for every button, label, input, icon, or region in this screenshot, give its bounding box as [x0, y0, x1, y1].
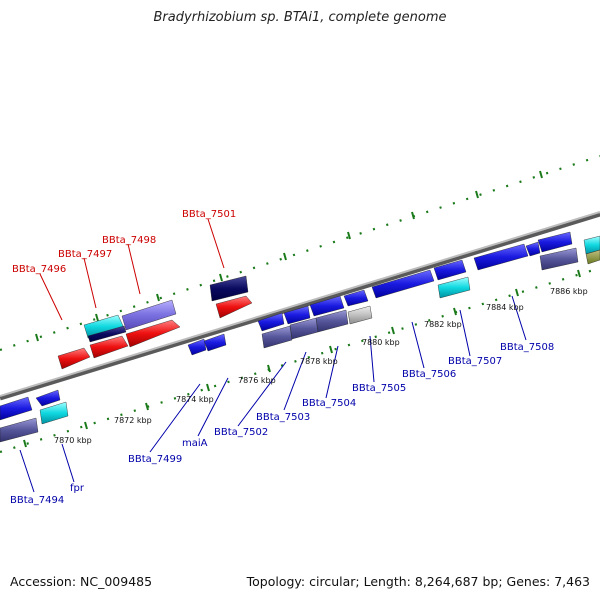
bottom-leaders	[19, 295, 527, 493]
forward-genes	[0, 275, 253, 421]
gene-label-bbta-7497[interactable]: BBta_7497	[58, 249, 112, 260]
kbp-label: 7886 kbp	[550, 287, 588, 296]
gene-left-blue-1[interactable]	[0, 396, 33, 421]
gene-s3[interactable]	[315, 309, 349, 333]
gene-label-bbta-7505[interactable]: BBta_7505	[352, 383, 406, 394]
kbp-label: 7874 kbp	[176, 395, 214, 404]
gene-bbta-7503[interactable]	[283, 305, 311, 325]
gene-label-bbta-7502[interactable]: BBta_7502	[214, 427, 268, 438]
map-title: Bradyrhizobium sp. BTAi1, complete genom…	[153, 10, 447, 25]
reverse-genes	[0, 247, 600, 443]
gene-bbta-7502[interactable]	[257, 312, 285, 332]
scale-labels: 7870 kbp 7872 kbp 7874 kbp 7876 kbp 7878…	[54, 287, 588, 445]
backbone-genes	[187, 231, 600, 356]
gene-bbta-7504[interactable]	[309, 295, 345, 317]
gene-slate-r[interactable]	[539, 247, 579, 271]
gene-cyan-r[interactable]	[437, 276, 471, 299]
gene-gray[interactable]	[347, 305, 373, 325]
gene-b2[interactable]	[203, 333, 227, 352]
genome-info-text: Topology: circular; Length: 8,264,687 bp…	[246, 574, 590, 589]
gene-bbta-7497c[interactable]	[87, 325, 127, 343]
genome-backbone	[0, 211, 600, 401]
gene-b1[interactable]	[187, 338, 207, 356]
kbp-label: 7884 kbp	[486, 303, 524, 312]
kbp-label: 7872 kbp	[114, 416, 152, 425]
accession-text: Accession: NC_009485	[10, 574, 153, 589]
gene-olive-r[interactable]	[585, 249, 600, 265]
gene-r2[interactable]	[537, 231, 573, 253]
gene-label-bbta-7503[interactable]: BBta_7503	[256, 412, 310, 423]
gene-label-bbta-7499[interactable]: BBta_7499	[128, 454, 182, 465]
gene-bbta-7506[interactable]	[371, 269, 435, 299]
gene-left-blue-2[interactable]	[35, 389, 61, 407]
gene-label-bbta-7501[interactable]: BBta_7501	[182, 209, 236, 220]
kbp-label: 7870 kbp	[54, 436, 92, 445]
gene-r1[interactable]	[525, 241, 541, 257]
kbp-label: 7882 kbp	[424, 320, 462, 329]
top-gene-labels: BBta_7496 BBta_7497 BBta_7498 BBta_7501	[12, 209, 236, 275]
gene-label-bbta-7494[interactable]: BBta_7494	[10, 495, 64, 506]
gene-bbta-7496[interactable]	[57, 347, 91, 370]
gene-bbta-7498b[interactable]	[125, 319, 181, 348]
kbp-label: 7880 kbp	[362, 338, 400, 347]
kbp-label: 7878 kbp	[300, 357, 338, 366]
gene-r3[interactable]	[583, 235, 600, 255]
major-ticks	[23, 170, 581, 448]
gene-bbta-7497[interactable]	[89, 335, 129, 359]
kbp-label: 7876 kbp	[238, 376, 276, 385]
gene-bbta-7498a[interactable]	[121, 299, 177, 331]
gene-s1[interactable]	[261, 325, 293, 349]
gene-label-bbta-7506[interactable]: BBta_7506	[402, 369, 456, 380]
gene-bbta-7494[interactable]	[0, 417, 39, 443]
gene-label-fpr[interactable]: fpr	[70, 483, 85, 494]
gene-label-bbta-7496[interactable]: BBta_7496	[12, 264, 66, 275]
gene-fpr[interactable]	[39, 401, 69, 425]
gene-bbta-7507[interactable]	[433, 259, 467, 281]
gene-label-bbta-7504[interactable]: BBta_7504	[302, 398, 356, 409]
gene-label-bbta-7498[interactable]: BBta_7498	[102, 235, 156, 246]
top-leaders	[39, 218, 225, 321]
bottom-gene-labels: BBta_7494 fpr BBta_7499 maiA BBta_7502 B…	[10, 342, 554, 506]
gene-bbta-7501b[interactable]	[215, 295, 253, 319]
gene-label-bbta-7508[interactable]: BBta_7508	[500, 342, 554, 353]
gene-label-maia[interactable]: maiA	[182, 438, 208, 449]
gene-label-bbta-7507[interactable]: BBta_7507	[448, 356, 502, 367]
gene-bbta-7508[interactable]	[473, 243, 529, 271]
gene-bbta-7505[interactable]	[343, 289, 369, 307]
gene-bbta-7501[interactable]	[209, 275, 249, 302]
